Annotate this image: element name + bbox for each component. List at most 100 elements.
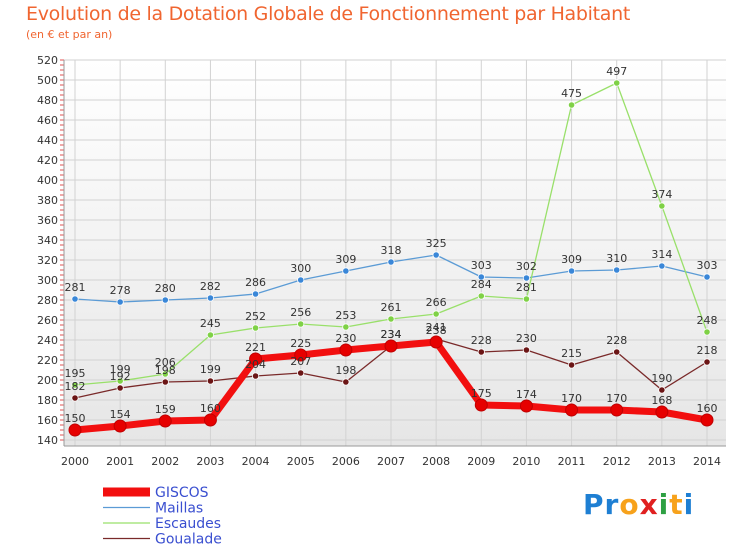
y-tick-label: 460 <box>37 114 58 127</box>
data-label: 282 <box>200 280 221 293</box>
data-point <box>297 369 305 377</box>
data-point <box>565 403 579 417</box>
data-label: 248 <box>697 314 718 327</box>
y-tick-label: 260 <box>37 314 58 327</box>
data-label: 160 <box>697 402 718 415</box>
data-point <box>522 295 531 303</box>
data-point <box>477 273 485 281</box>
data-label: 150 <box>65 412 86 425</box>
data-label: 302 <box>516 260 537 273</box>
data-point <box>658 386 666 394</box>
data-point <box>432 310 440 318</box>
x-axis: 2000 2001 2002 2003 2004 2005 2006 2007 2008 2009… <box>61 445 726 468</box>
data-label: 215 <box>561 347 582 360</box>
logo-letter: o <box>619 488 640 521</box>
data-label: 228 <box>606 334 627 347</box>
y-tick-label: 380 <box>37 194 58 207</box>
data-label: 303 <box>471 259 492 272</box>
data-point <box>567 267 576 275</box>
data-label: 195 <box>65 367 86 380</box>
data-point <box>116 298 124 306</box>
data-label: 252 <box>245 310 266 323</box>
data-label: 238 <box>426 324 447 337</box>
x-tick-label: 2008 <box>422 455 450 468</box>
data-label: 318 <box>381 244 402 257</box>
legend-entry: Maillas <box>155 501 203 517</box>
data-point <box>474 398 488 412</box>
data-label: 174 <box>516 388 537 401</box>
data-point <box>613 79 621 87</box>
data-point <box>251 324 260 332</box>
data-point <box>387 258 395 266</box>
data-label: 154 <box>110 408 131 421</box>
x-tick-label: 2004 <box>242 455 270 468</box>
y-tick-label: 420 <box>37 154 58 167</box>
data-label: 234 <box>381 328 402 341</box>
x-tick-label: 2001 <box>106 455 134 468</box>
data-label: 281 <box>65 281 86 294</box>
data-label: 475 <box>561 87 582 100</box>
data-label: 300 <box>290 262 311 275</box>
data-point <box>703 273 711 281</box>
logo-letter: i <box>683 488 695 521</box>
legend-entry: GISCOS <box>155 485 209 501</box>
data-point <box>522 346 531 354</box>
data-label: 160 <box>200 402 221 415</box>
data-label: 241 <box>426 321 447 334</box>
x-tick-label: 2007 <box>377 455 405 468</box>
data-point <box>68 423 82 437</box>
data-label: 281 <box>516 281 537 294</box>
data-point <box>655 405 669 419</box>
x-tick-label: 2012 <box>603 455 631 468</box>
data-point <box>613 266 621 274</box>
data-label: 286 <box>245 276 266 289</box>
data-point <box>700 413 714 427</box>
data-point <box>297 276 305 284</box>
data-point <box>116 384 124 392</box>
data-label: 309 <box>335 253 356 266</box>
data-point <box>432 251 440 259</box>
data-label: 253 <box>335 309 356 322</box>
data-point <box>387 315 395 323</box>
data-label: 309 <box>561 253 582 266</box>
data-point <box>477 348 485 356</box>
data-label: 256 <box>290 306 311 319</box>
y-tick-label: 140 <box>37 434 58 447</box>
data-label: 159 <box>155 403 176 416</box>
logo-letter: i <box>658 488 670 521</box>
data-point <box>113 419 127 433</box>
data-point <box>342 378 350 386</box>
series-layer <box>68 79 714 437</box>
y-tick-label: 200 <box>37 374 58 387</box>
chart-title: Evolution de la Dotation Globale de Fonc… <box>26 3 631 25</box>
data-label: 497 <box>606 65 627 78</box>
data-point <box>249 352 263 366</box>
data-label: 230 <box>516 332 537 345</box>
y-tick-label: 480 <box>37 94 58 107</box>
data-point <box>206 331 215 339</box>
data-label: 199 <box>200 363 221 376</box>
data-label: 190 <box>651 372 672 385</box>
data-label: 325 <box>426 237 447 250</box>
data-label: 303 <box>697 259 718 272</box>
data-point <box>297 320 305 328</box>
data-label: 206 <box>155 356 176 369</box>
data-label: 192 <box>110 370 131 383</box>
logo-letter: P <box>583 488 605 521</box>
data-label: 310 <box>606 252 627 265</box>
y-tick-label: 340 <box>37 234 58 247</box>
x-tick-label: 2013 <box>648 455 676 468</box>
data-point <box>161 296 169 304</box>
y-tick-label: 500 <box>37 74 58 87</box>
data-point <box>519 399 533 413</box>
y-tick-label: 280 <box>37 294 58 307</box>
data-label: 182 <box>65 380 86 393</box>
data-label: 198 <box>335 364 356 377</box>
data-point <box>294 348 308 362</box>
data-label: 198 <box>155 364 176 377</box>
data-label: 218 <box>697 344 718 357</box>
data-label: 175 <box>471 387 492 400</box>
data-point <box>658 202 666 210</box>
